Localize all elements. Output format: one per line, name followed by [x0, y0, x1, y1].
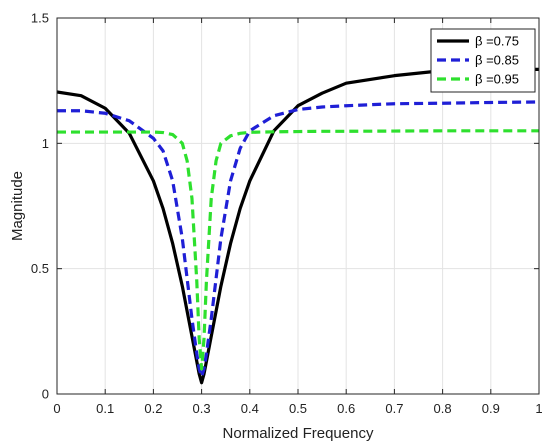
- x-tick-label: 1: [535, 401, 542, 416]
- y-tick-label: 0.5: [31, 261, 49, 276]
- x-tick-label: 0.9: [482, 401, 500, 416]
- x-tick-label: 0.7: [385, 401, 403, 416]
- x-tick-label: 0.6: [337, 401, 355, 416]
- legend-label-3: β =0.95: [475, 72, 519, 87]
- x-tick-label: 0.8: [434, 401, 452, 416]
- series-line-2: [57, 100, 539, 379]
- axis-ticks: 0 0.1 0.2 0.3 0.4 0.5 0.6 0.7 0.8 0.9 1 0 0.5 1 1.5: [31, 11, 543, 417]
- y-tick-label: 1: [42, 136, 49, 151]
- x-tick-label: 0.3: [193, 401, 211, 416]
- x-tick-label: 0.5: [289, 401, 307, 416]
- legend: β =0.75 β =0.85 β =0.95: [430, 28, 536, 93]
- x-tick-label: 0.2: [144, 401, 162, 416]
- legend-label-2: β =0.85: [475, 53, 519, 68]
- series-line-3: [57, 129, 539, 371]
- legend-label-1: β =0.75: [475, 34, 519, 49]
- x-tick-label: 0.4: [241, 401, 259, 416]
- y-tick-label: 1.5: [31, 11, 49, 26]
- x-tick-label: 0: [53, 401, 60, 416]
- x-tick-label: 0.1: [96, 401, 114, 416]
- series-lines: [57, 67, 539, 385]
- y-axis-label: Magnitude: [9, 171, 26, 241]
- x-axis-label: Normalized Frequency: [223, 425, 374, 442]
- y-tick-label: 0: [42, 387, 49, 402]
